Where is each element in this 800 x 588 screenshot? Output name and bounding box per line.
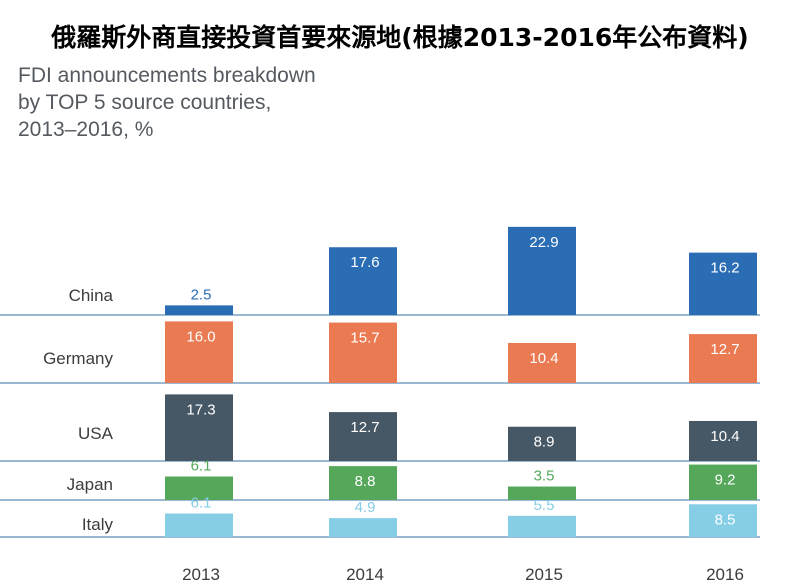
bar-japan-2014	[329, 466, 397, 500]
bar-china-2016	[689, 252, 757, 315]
bar-germany-2015	[508, 342, 576, 383]
value-label-usa-2016: 10.4	[710, 428, 739, 445]
value-label-china-2016: 16.2	[710, 260, 739, 277]
bar-italy-2014	[329, 518, 397, 537]
bar-germany-2016	[689, 334, 757, 383]
value-label-japan-2015: 3.5	[534, 468, 555, 485]
chart-subtitle-line-2: by TOP 5 source countries,	[18, 91, 272, 114]
bar-usa-2015	[508, 426, 576, 461]
row-label-japan: Japan	[67, 475, 113, 494]
value-label-italy-2013: 6.1	[191, 495, 212, 512]
row-label-china: China	[69, 286, 114, 305]
bar-germany-2013	[165, 321, 233, 383]
value-label-germany-2016: 12.7	[710, 341, 739, 358]
value-label-china-2013: 2.5	[191, 286, 212, 303]
value-label-germany-2015: 10.4	[529, 350, 558, 367]
value-label-germany-2014: 15.7	[350, 330, 379, 347]
bar-italy-2015	[508, 515, 576, 537]
bar-japan-2013	[165, 476, 233, 500]
bar-germany-2014	[329, 322, 397, 383]
value-label-usa-2015: 8.9	[534, 434, 555, 451]
row-label-usa: USA	[78, 424, 114, 443]
x-tick-label-2016: 2016	[706, 565, 744, 584]
value-label-usa-2013: 17.3	[186, 401, 215, 418]
value-label-china-2014: 17.6	[350, 254, 379, 271]
value-label-italy-2015: 5.5	[534, 497, 555, 514]
row-label-germany: Germany	[43, 349, 113, 368]
value-label-japan-2014: 8.8	[355, 473, 376, 490]
x-tick-label-2014: 2014	[346, 565, 384, 584]
page-title: 俄羅斯外商直接投資首要來源地(根據2013-2016年公布資料)	[51, 23, 749, 52]
value-label-china-2015: 22.9	[529, 234, 558, 251]
bar-japan-2015	[508, 486, 576, 500]
chart-subtitle-line-1: FDI announcements breakdown	[18, 64, 316, 87]
bar-china-2014	[329, 247, 397, 315]
value-label-germany-2013: 16.0	[186, 328, 215, 345]
value-label-italy-2016: 8.5	[715, 511, 736, 528]
value-label-usa-2014: 12.7	[350, 419, 379, 436]
bar-usa-2013	[165, 394, 233, 461]
bar-china-2013	[165, 305, 233, 315]
x-tick-label-2013: 2013	[182, 565, 220, 584]
bar-italy-2016	[689, 504, 757, 537]
bar-usa-2016	[689, 420, 757, 461]
x-tick-label-2015: 2015	[525, 565, 563, 584]
value-label-italy-2014: 4.9	[355, 499, 376, 516]
bar-usa-2014	[329, 412, 397, 461]
chart-subtitle-line-3: 2013–2016, %	[18, 118, 154, 141]
bar-japan-2016	[689, 464, 757, 500]
bar-italy-2013	[165, 513, 233, 537]
value-label-japan-2016: 9.2	[715, 472, 736, 489]
value-label-japan-2013: 6.1	[191, 458, 212, 475]
bar-china-2015	[508, 226, 576, 315]
row-label-italy: Italy	[82, 515, 114, 534]
